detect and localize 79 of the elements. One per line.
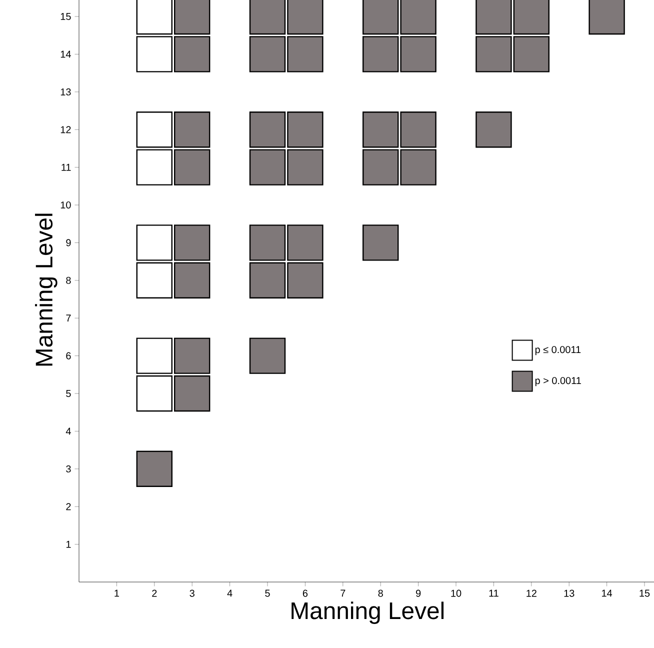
point — [136, 262, 172, 298]
y-tick-label: 8 — [66, 276, 71, 284]
x-tick-label: 4 — [227, 590, 232, 597]
point — [249, 262, 286, 298]
point — [400, 0, 436, 35]
point — [476, 111, 512, 148]
y-tick-label: 10 — [60, 201, 71, 209]
x-tick-label: 12 — [526, 590, 536, 597]
point — [249, 111, 286, 148]
point — [249, 0, 286, 35]
point — [362, 149, 399, 186]
y-tick-label: 2 — [66, 503, 71, 510]
point — [476, 0, 512, 35]
x-tick-label: 13 — [564, 590, 574, 597]
y-tick-label: 9 — [66, 239, 71, 246]
y-tick-label: 11 — [62, 164, 71, 171]
point — [362, 224, 399, 261]
point — [174, 224, 210, 261]
x-tick-label: 9 — [416, 590, 421, 597]
y-tick-label: 4 — [66, 428, 71, 435]
point — [513, 0, 550, 35]
point — [249, 36, 286, 72]
y-tick-label: 7 — [66, 314, 71, 322]
point — [513, 36, 550, 72]
y-tick-label: 14 — [60, 50, 71, 58]
point — [287, 149, 324, 186]
y-tick-label: 15 — [60, 13, 71, 20]
point — [174, 375, 210, 412]
point — [287, 224, 324, 261]
point — [249, 149, 286, 186]
point — [287, 0, 324, 35]
y-axis-title: Manning Level — [35, 214, 58, 366]
point — [287, 111, 324, 148]
point — [174, 111, 210, 148]
point — [400, 149, 436, 186]
point — [136, 111, 172, 148]
point — [362, 36, 399, 72]
point — [287, 262, 324, 298]
point — [136, 224, 172, 261]
x-tick-label: 11 — [489, 590, 498, 597]
point — [400, 111, 436, 148]
x-tick-label: 2 — [152, 590, 157, 597]
x-tick-label: 10 — [451, 590, 462, 597]
point — [588, 0, 625, 35]
y-tick-label: 13 — [60, 88, 71, 96]
y-tick-label: 1 — [66, 540, 71, 548]
point — [287, 36, 324, 72]
point — [174, 338, 210, 374]
y-tick-label: 5 — [66, 390, 71, 397]
x-tick-label: 5 — [265, 590, 270, 597]
point — [136, 450, 172, 487]
point — [174, 0, 210, 35]
y-tick-label: 6 — [66, 352, 71, 360]
point — [362, 0, 399, 35]
x-axis-title: Manning Level — [292, 602, 444, 624]
legend-label: p ≤ 0.0011 — [535, 346, 581, 356]
point — [174, 262, 210, 298]
x-tick-label: 7 — [340, 590, 346, 597]
legend-label: p > 0.0011 — [535, 377, 581, 386]
x-tick-label: 1 — [114, 590, 119, 597]
point — [136, 338, 172, 374]
point — [362, 111, 399, 148]
point — [174, 36, 210, 72]
y-tick-label: 12 — [60, 126, 71, 134]
point — [476, 36, 512, 72]
x-tick-label: 3 — [190, 590, 194, 597]
point — [136, 36, 172, 72]
point — [249, 338, 286, 374]
point — [136, 0, 172, 35]
x-tick-label: 6 — [302, 590, 308, 597]
y-tick-label: 3 — [66, 465, 71, 472]
x-tick-label: 15 — [640, 590, 650, 597]
point — [400, 36, 436, 72]
x-tick-label: 8 — [378, 590, 383, 597]
point — [174, 149, 210, 186]
point — [136, 149, 172, 186]
x-tick-label: 14 — [602, 590, 612, 597]
point — [136, 375, 172, 412]
point — [249, 224, 286, 261]
